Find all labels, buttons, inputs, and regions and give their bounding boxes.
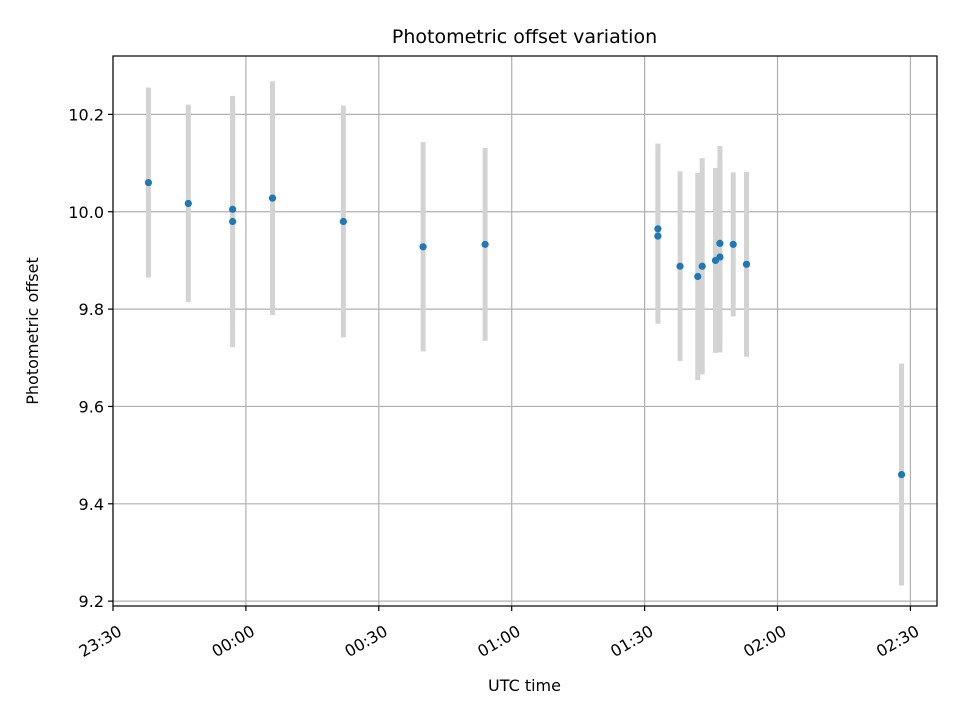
y-tick-label: 10.2 xyxy=(68,105,104,124)
data-point xyxy=(144,178,153,187)
x-axis-label: UTC time xyxy=(488,676,561,695)
data-point xyxy=(339,217,347,226)
data-point xyxy=(897,470,906,479)
chart-title: Photometric offset variation xyxy=(392,26,657,48)
data-point xyxy=(676,262,684,270)
data-point xyxy=(229,217,237,226)
y-tick-label: 9.4 xyxy=(79,495,104,514)
data-point xyxy=(716,253,724,261)
data-point xyxy=(654,225,662,233)
plot-frame xyxy=(112,55,938,607)
data-point xyxy=(698,262,706,270)
data-point xyxy=(229,205,237,213)
data-point xyxy=(184,199,192,208)
y-tick-label: 9.6 xyxy=(79,397,104,416)
data-point xyxy=(729,240,737,248)
y-axis: 9.2 9.4 9.6 9.8 10.0 10.2 xyxy=(68,105,113,611)
y-tick-label: 9.8 xyxy=(79,300,104,319)
data-point xyxy=(694,272,702,281)
data-point xyxy=(716,239,724,247)
data-point xyxy=(419,243,427,251)
data-points xyxy=(144,178,906,479)
grid xyxy=(112,56,937,606)
data-point xyxy=(481,240,489,248)
y-tick-label: 10.0 xyxy=(68,203,104,222)
data-point xyxy=(268,194,277,202)
data-point xyxy=(742,260,751,268)
data-point xyxy=(654,232,662,240)
y-axis-label: Photometric offset xyxy=(23,257,42,405)
y-tick-label: 9.2 xyxy=(79,592,104,611)
